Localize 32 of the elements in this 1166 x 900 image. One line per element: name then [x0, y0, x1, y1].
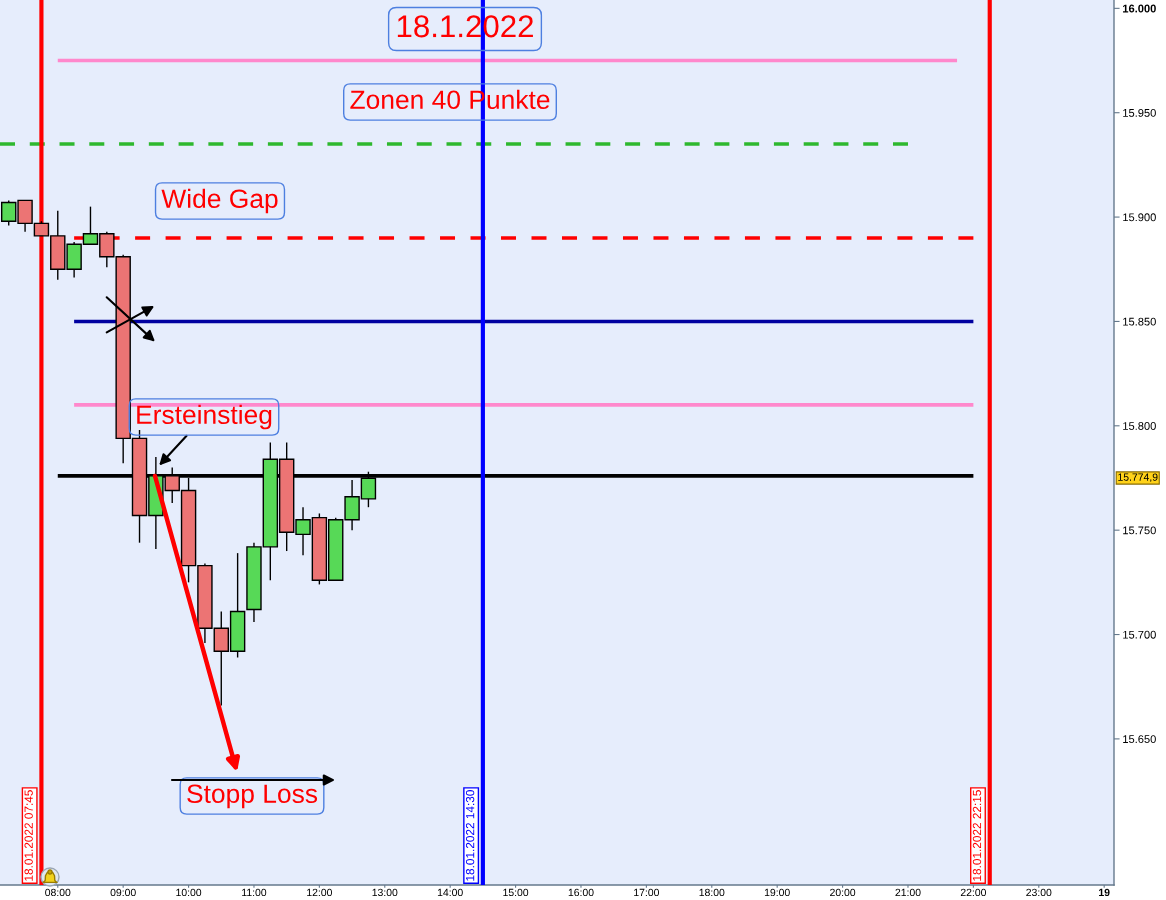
y-tick-label: 15.750: [1123, 526, 1156, 535]
x-tick-label: 17:00: [634, 888, 660, 897]
annotation: Stopp Loss: [187, 784, 318, 809]
annotation: Wide Gap: [161, 188, 278, 214]
x-tick-label: 16:00: [568, 888, 594, 897]
y-tick-label: 15.850: [1123, 317, 1156, 326]
y-tick-label: 15.650: [1123, 735, 1156, 744]
y-tick-label: 15.900: [1123, 213, 1156, 222]
x-tick-label: 21:00: [895, 888, 921, 897]
x-tick-label: 11:00: [242, 888, 267, 897]
ref-line-label: 18.01.2022 07:45: [24, 790, 33, 881]
x-tick-label: 23:00: [1026, 888, 1052, 897]
x-tick-label: 10:00: [176, 888, 202, 897]
text: 15.774,9: [1118, 473, 1158, 483]
y-tick-label: 16.000: [1123, 4, 1156, 13]
ref-line-label: 18.01.2022 14:30: [465, 790, 475, 881]
annotation: Ersteinstieg: [137, 404, 272, 430]
x-tick-label: 22:00: [960, 888, 987, 897]
x-tick-label: 20:00: [830, 888, 856, 897]
y-tick-label: 15.700: [1123, 630, 1156, 639]
x-tick-label: 09:00: [110, 888, 136, 897]
x-tick-label: 19:00: [764, 888, 790, 897]
x-tick-label: 13:00: [372, 888, 398, 897]
ref-line-label: 18.01.2022 22:15: [972, 790, 982, 881]
y-tick-label: 15.800: [1123, 422, 1156, 430]
x-tick-label: 14:00: [437, 888, 463, 897]
x-tick-label: 12:00: [307, 888, 332, 897]
y-tick-label: 15.950: [1123, 108, 1156, 117]
x-tick-label: 18:00: [699, 888, 725, 897]
x-tick-label: 19: [1099, 888, 1110, 897]
x-tick-label: 08:00: [45, 888, 71, 897]
x-tick-label: 15:00: [503, 888, 529, 897]
